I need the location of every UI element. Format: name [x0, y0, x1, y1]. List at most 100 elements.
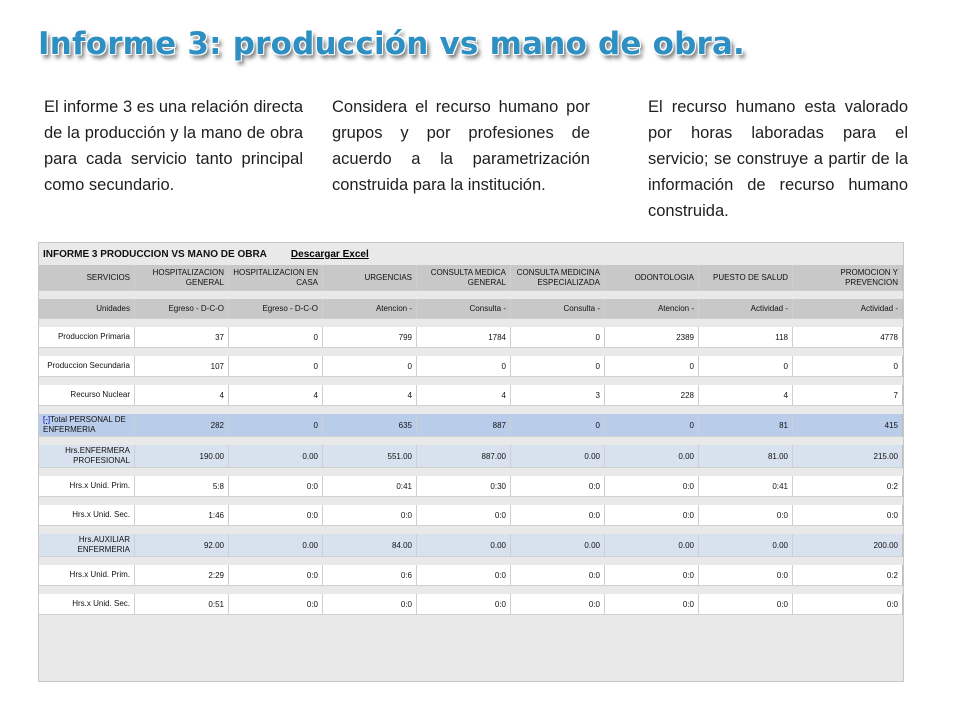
row-spacer	[39, 348, 903, 356]
intro-paragraph-3: El recurso humano esta valorado por hora…	[648, 98, 908, 220]
value-cell: 0:0	[699, 505, 793, 526]
value-cell: 4	[699, 385, 793, 406]
column-header: SERVICIOS	[39, 265, 135, 291]
units-cell: Egreso - D-C-O	[229, 299, 323, 319]
table-row: Hrs.x Unid. Sec. 0:51 0:0 0:0 0:0 0:0 0:0 0:0 0:…	[39, 594, 903, 615]
units-cell: Consulta -	[417, 299, 511, 319]
column-header: CONSULTA MEDICA GENERAL	[417, 265, 511, 291]
value-cell: 0:0	[323, 505, 417, 526]
value-cell: 0:0	[511, 476, 605, 497]
value-cell: 0:2	[793, 476, 903, 497]
collapse-toggle[interactable]: [-]	[43, 415, 51, 424]
value-cell: 0:0	[605, 505, 699, 526]
value-cell: 1:46	[135, 505, 229, 526]
column-header: HOSPITALIZACION GENERAL	[135, 265, 229, 291]
value-cell: 4	[323, 385, 417, 406]
units-cell: Atencion -	[605, 299, 699, 319]
value-cell: 190.00	[135, 445, 229, 468]
table-row: Recurso Nuclear 4 4 4 4 3 228 4 7	[39, 385, 903, 406]
row-spacer	[39, 437, 903, 445]
value-cell: 887.00	[417, 445, 511, 468]
value-cell: 0:41	[323, 476, 417, 497]
value-cell: 0:0	[417, 565, 511, 586]
row-label: Hrs.AUXILIAR ENFERMERIA	[39, 534, 135, 557]
value-cell: 0:0	[511, 505, 605, 526]
value-cell: 0:2	[793, 565, 903, 586]
table-header-row: SERVICIOS HOSPITALIZACION GENERAL HOSPITAL…	[39, 265, 903, 291]
value-cell: 551.00	[323, 445, 417, 468]
row-spacer	[39, 291, 903, 299]
value-cell: 0:0	[793, 505, 903, 526]
row-label-text: Total PERSONAL DE ENFERMERIA	[43, 415, 126, 434]
value-cell: 0:0	[229, 476, 323, 497]
column-header: PROMOCION Y PREVENCION	[793, 265, 903, 291]
value-cell: 0	[605, 414, 699, 437]
slide-title: Informe 3: producción vs mano de obra.	[38, 26, 746, 62]
value-cell: 215.00	[793, 445, 903, 468]
row-label-text: Produccion Primaria	[57, 332, 130, 341]
table-row: Produccion Primaria 37 0 799 1784 0 2389 118 477…	[39, 327, 903, 348]
report-table: SERVICIOS HOSPITALIZACION GENERAL HOSPITAL…	[39, 265, 903, 615]
value-cell: 4	[417, 385, 511, 406]
row-label-text: Produccion Secundaria	[47, 361, 130, 370]
intro-paragraph-1: El informe 3 es una relación directa de …	[44, 98, 303, 194]
row-spacer	[39, 557, 903, 565]
row-label: Hrs.x Unid. Sec.	[39, 594, 135, 615]
value-cell: 635	[323, 414, 417, 437]
value-cell: 0	[605, 356, 699, 377]
value-cell: 92.00	[135, 534, 229, 557]
units-cell: Actividad -	[793, 299, 903, 319]
value-cell: 0:0	[229, 594, 323, 615]
value-cell: 415	[793, 414, 903, 437]
value-cell: 0:0	[229, 505, 323, 526]
column-header: ODONTOLOGIA	[605, 265, 699, 291]
value-cell: 81	[699, 414, 793, 437]
row-spacer	[39, 406, 903, 414]
row-spacer	[39, 586, 903, 594]
report-panel: INFORME 3 PRODUCCION VS MANO DE OBRA Des…	[38, 242, 904, 682]
value-cell: 0:0	[699, 565, 793, 586]
value-cell: 1784	[417, 327, 511, 348]
value-cell: 0:41	[699, 476, 793, 497]
row-spacer	[39, 377, 903, 385]
value-cell: 0:0	[605, 476, 699, 497]
value-cell: 0.00	[229, 445, 323, 468]
intro-paragraph-2: Considera el recurso humano por grupos y…	[332, 98, 590, 194]
value-cell: 0:0	[793, 594, 903, 615]
table-row: Hrs.x Unid. Prim. 2:29 0:0 0:6 0:0 0:0 0:0 0:0 0…	[39, 565, 903, 586]
value-cell: 0.00	[605, 534, 699, 557]
value-cell: 4778	[793, 327, 903, 348]
value-cell: 107	[135, 356, 229, 377]
row-label-text: Hrs.x Unid. Sec.	[72, 599, 130, 608]
value-cell: 0	[229, 414, 323, 437]
value-cell: 0.00	[699, 534, 793, 557]
units-cell: Consulta -	[511, 299, 605, 319]
units-cell: Atencion -	[323, 299, 417, 319]
value-cell: 0	[417, 356, 511, 377]
column-header: HOSPITALIZACION EN CASA	[229, 265, 323, 291]
value-cell: 4	[229, 385, 323, 406]
column-header: URGENCIAS	[323, 265, 417, 291]
value-cell: 0.00	[229, 534, 323, 557]
units-cell: Actividad -	[699, 299, 793, 319]
row-label-text: Hrs.AUXILIAR ENFERMERIA	[77, 535, 130, 554]
value-cell: 0:0	[323, 594, 417, 615]
row-label: [-]Total PERSONAL DE ENFERMERIA	[39, 414, 135, 437]
table-row: [-]Total PERSONAL DE ENFERMERIA 282 0 635 88…	[39, 414, 903, 437]
column-header: PUESTO DE SALUD	[699, 265, 793, 291]
download-excel-link[interactable]: Descargar Excel	[290, 248, 369, 260]
value-cell: 0	[699, 356, 793, 377]
value-cell: 0	[511, 327, 605, 348]
value-cell: 0	[511, 414, 605, 437]
value-cell: 0:6	[323, 565, 417, 586]
value-cell: 3	[511, 385, 605, 406]
row-label: Hrs.x Unid. Prim.	[39, 476, 135, 497]
value-cell: 0	[793, 356, 903, 377]
row-label-text: Hrs.ENFERMERA PROFESIONAL	[65, 446, 130, 465]
value-cell: 4	[135, 385, 229, 406]
row-label-text: Hrs.x Unid. Prim.	[69, 481, 130, 490]
value-cell: 7	[793, 385, 903, 406]
table-row: Hrs.ENFERMERA PROFESIONAL 190.00 0.00 551.0…	[39, 445, 903, 468]
value-cell: 0.00	[417, 534, 511, 557]
row-label: Hrs.x Unid. Prim.	[39, 565, 135, 586]
